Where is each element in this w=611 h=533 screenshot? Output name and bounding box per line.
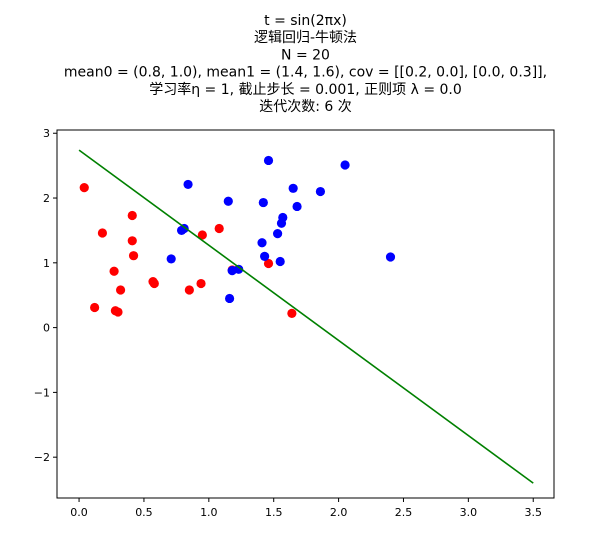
series-1-point-4 bbox=[109, 266, 119, 276]
series-2-point-8 bbox=[234, 264, 244, 274]
chart-marks bbox=[78, 149, 534, 484]
series-1-point-8 bbox=[127, 210, 137, 221]
series-2-point-16 bbox=[278, 212, 288, 223]
series-2-point-18 bbox=[292, 201, 302, 212]
y-tick-label-1: −2 bbox=[34, 451, 50, 464]
series-2-point-5 bbox=[223, 196, 233, 206]
x-tick-label-7: 3.0 bbox=[460, 506, 478, 519]
x-tick-label-4: 1.5 bbox=[265, 506, 283, 519]
series-2-point-1 bbox=[166, 254, 176, 264]
series-2-point-13 bbox=[273, 229, 283, 239]
y-axis: −2 −1 0 1 2 3 bbox=[34, 127, 57, 464]
series-2-point-21 bbox=[385, 252, 396, 262]
series-1-point-3 bbox=[97, 228, 108, 238]
title-line-2: 逻辑回归-牛顿法 bbox=[254, 29, 357, 46]
x-tick-label-3: 1.0 bbox=[200, 506, 218, 519]
series-2-point-12 bbox=[263, 155, 274, 166]
series-1-point-18 bbox=[263, 258, 274, 269]
series-2-point-6 bbox=[224, 293, 235, 304]
y-tick-label-3: 0 bbox=[43, 322, 50, 335]
series-2-point-11 bbox=[260, 251, 270, 261]
series-1-point-12 bbox=[149, 278, 159, 289]
title-line-4: mean0 = (0.8, 1.0), mean1 = (1.4, 1.6), … bbox=[64, 65, 547, 81]
series-1-point-6 bbox=[113, 307, 123, 317]
series-1-point-14 bbox=[196, 278, 206, 289]
title-line-5: 学习率η = 1, 截止步长 = 0.001, 正则项 λ = 0.0 bbox=[149, 81, 462, 98]
x-tick-label-1: 0.0 bbox=[70, 506, 88, 519]
plot-frame bbox=[56, 129, 555, 499]
series-2-point-20 bbox=[340, 160, 350, 170]
series-2-point-4 bbox=[183, 179, 193, 190]
x-axis: 0.0 0.5 1.0 1.5 2.0 2.5 3.0 3.5 bbox=[70, 498, 542, 519]
title-line-3: N = 20 bbox=[281, 47, 330, 63]
y-tick-label-2: −1 bbox=[34, 386, 50, 399]
series-2-point-17 bbox=[288, 183, 298, 193]
series-1-point-9 bbox=[127, 236, 137, 246]
series-1-point-19 bbox=[287, 308, 297, 318]
x-tick-label-5: 2.0 bbox=[330, 506, 348, 519]
series-1-point-10 bbox=[128, 251, 139, 261]
title-line-1: t = sin(2πx) bbox=[264, 13, 347, 29]
series-2-point-14 bbox=[275, 256, 285, 267]
x-tick-label-2: 0.5 bbox=[135, 506, 153, 519]
decision-boundary-line bbox=[78, 149, 534, 484]
x-tick-label-8: 3.5 bbox=[524, 506, 542, 519]
series-1-point-16 bbox=[214, 223, 224, 234]
series-2-point-19 bbox=[315, 186, 326, 197]
y-tick-label-6: 3 bbox=[43, 127, 50, 140]
y-tick-label-4: 1 bbox=[43, 257, 50, 270]
series-2-point-10 bbox=[258, 197, 268, 208]
series-1-point-2 bbox=[90, 302, 100, 313]
series-1-point-1 bbox=[79, 183, 89, 193]
series-1-point-15 bbox=[197, 230, 207, 240]
series-2-point-9 bbox=[257, 238, 267, 248]
y-tick-label-5: 2 bbox=[43, 192, 50, 205]
x-tick-label-6: 2.5 bbox=[395, 506, 413, 519]
title-line-6: 迭代次数: 6 次 bbox=[259, 99, 352, 115]
series-1-point-7 bbox=[115, 285, 126, 295]
series-1-point-13 bbox=[184, 285, 194, 295]
